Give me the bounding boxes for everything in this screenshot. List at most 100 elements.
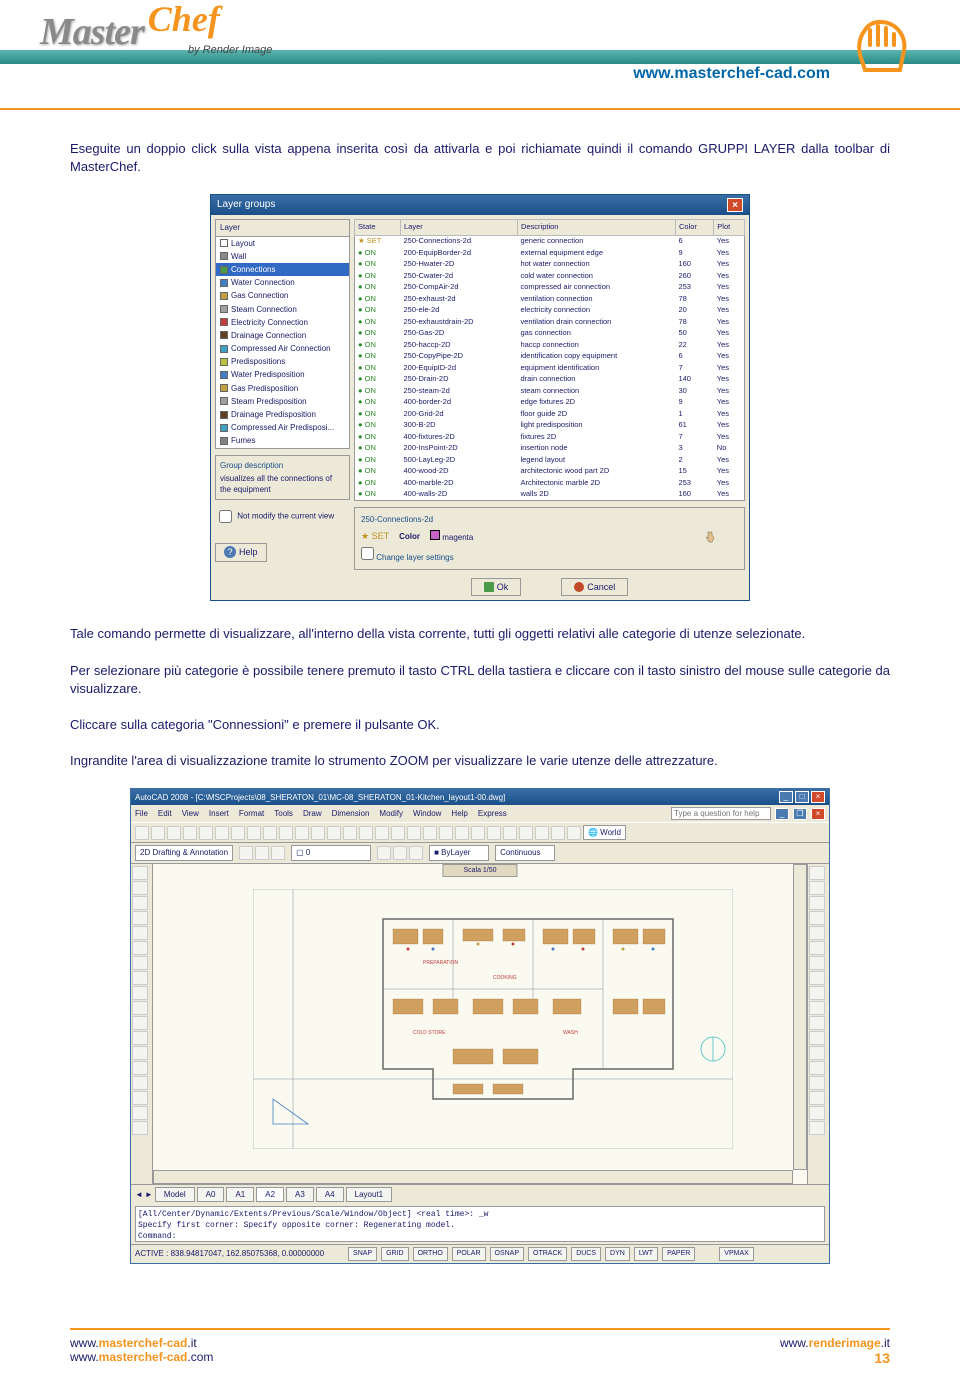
modify-view-checkbox[interactable] [219, 510, 232, 523]
toolbar-icon[interactable] [809, 911, 825, 925]
minimize-icon[interactable]: _ [779, 791, 793, 803]
menu-item[interactable]: Format [239, 808, 264, 819]
toolbar-icon[interactable] [809, 881, 825, 895]
toolbar-icon[interactable] [809, 941, 825, 955]
vertical-scrollbar[interactable] [793, 864, 807, 1170]
menu-item[interactable]: Tools [274, 808, 293, 819]
toolbar-icon[interactable] [503, 826, 517, 840]
toolbar-icon[interactable] [455, 826, 469, 840]
table-header[interactable]: Layer [400, 220, 517, 236]
bylayer-select[interactable]: ■ ByLayer [429, 845, 489, 860]
table-row[interactable]: ● ON200-InsPoint-2Dinsertion node3No [355, 443, 745, 455]
layer-item[interactable]: Layout [216, 237, 349, 250]
status-toggle[interactable]: POLAR [452, 1247, 486, 1261]
maximize-icon[interactable]: □ [795, 791, 809, 803]
menu-item[interactable]: Express [478, 808, 507, 819]
layout-tab[interactable]: A1 [226, 1187, 254, 1202]
toolbar-icon[interactable] [375, 826, 389, 840]
layout-tab[interactable]: Layout1 [346, 1187, 392, 1202]
toolbar-icon[interactable] [343, 826, 357, 840]
toolbar-icon[interactable] [311, 826, 325, 840]
toolbar-icon[interactable] [199, 826, 213, 840]
layer-table[interactable]: StateLayerDescriptionColorPlot ★ SET250-… [354, 219, 745, 501]
autocad-titlebar[interactable]: AutoCAD 2008 - [C:\MSCProjects\08_SHERAT… [131, 789, 829, 805]
status-toggle[interactable]: PAPER [662, 1247, 695, 1261]
layer-item[interactable]: Steam Connection [216, 303, 349, 316]
toolbar-icon[interactable] [809, 926, 825, 940]
toolbar-icon[interactable] [295, 826, 309, 840]
layer-item[interactable]: Compressed Air Connection [216, 342, 349, 355]
toolbar-icon[interactable] [132, 911, 148, 925]
table-row[interactable]: ● ON500-LayLeg-2Dlegend layout2Yes [355, 454, 745, 466]
layout-tab[interactable]: A3 [286, 1187, 314, 1202]
toolbar-icon[interactable] [809, 1106, 825, 1120]
layer-item[interactable]: Steam Predisposition [216, 395, 349, 408]
table-row[interactable]: ★ SET250-Connections-2dgeneric connectio… [355, 235, 745, 247]
layout-tab-model[interactable]: Model [155, 1187, 195, 1202]
toolbar-icon[interactable] [132, 1121, 148, 1135]
toolbar-icon[interactable] [407, 826, 421, 840]
toolbar-icon[interactable] [231, 826, 245, 840]
layer-item[interactable]: Electricity Connection [216, 316, 349, 329]
table-header[interactable]: Color [675, 220, 713, 236]
toolbar-icon[interactable] [215, 826, 229, 840]
layer-item[interactable]: Drainage Predisposition [216, 408, 349, 421]
table-row[interactable]: ● ON400-marble-2DArchitectonic marble 2D… [355, 477, 745, 489]
toolbar-icon[interactable] [393, 846, 407, 860]
toolbar-icon[interactable] [132, 956, 148, 970]
table-header[interactable]: State [355, 220, 401, 236]
workspace-select[interactable]: 2D Drafting & Annotation [135, 845, 233, 860]
drawing-canvas[interactable]: Scala 1/50 [153, 864, 807, 1184]
ok-button[interactable]: Ok [471, 578, 522, 597]
toolbar-icon[interactable] [132, 986, 148, 1000]
layer-item[interactable]: Fumes [216, 434, 349, 447]
layout-tab[interactable]: A0 [197, 1187, 225, 1202]
status-toggle[interactable]: OSNAP [490, 1247, 525, 1261]
menu-item[interactable]: Modify [379, 808, 403, 819]
toolbar-icon[interactable] [132, 1091, 148, 1105]
layer-item[interactable]: Water Predisposition [216, 368, 349, 381]
table-row[interactable]: ● ON250-ele-2delectricity connection20Ye… [355, 305, 745, 317]
layer-item[interactable]: Drainage Connection [216, 329, 349, 342]
toolbar-icon[interactable] [279, 826, 293, 840]
toolbar-icon[interactable] [132, 1076, 148, 1090]
layer-item[interactable]: Predispositions [216, 355, 349, 368]
menu-item[interactable]: Window [413, 808, 441, 819]
toolbar-icon[interactable] [255, 846, 269, 860]
toolbar-icon[interactable] [809, 956, 825, 970]
toolbar-icon[interactable] [132, 866, 148, 880]
menu-item[interactable]: Help [451, 808, 467, 819]
toolbar-icon[interactable] [809, 896, 825, 910]
toolbar-icon[interactable] [809, 866, 825, 880]
toolbar-icon[interactable] [809, 1046, 825, 1060]
table-row[interactable]: ● ON300-B-2Dlight predisposition61Yes [355, 420, 745, 432]
toolbar-icon[interactable] [809, 1121, 825, 1135]
toolbar-icon[interactable] [132, 881, 148, 895]
toolbar-icon[interactable] [809, 1016, 825, 1030]
table-row[interactable]: ● ON250-Gas-2Dgas connection50Yes [355, 328, 745, 340]
layer-item[interactable]: Gas Predisposition [216, 382, 349, 395]
toolbar-icon[interactable] [327, 826, 341, 840]
table-row[interactable]: ● ON400-fixtures-2Dfixtures 2D7Yes [355, 431, 745, 443]
toolbar-icon[interactable] [471, 826, 485, 840]
cancel-button[interactable]: Cancel [561, 578, 628, 597]
status-toggle[interactable]: DYN [605, 1247, 630, 1261]
table-row[interactable]: ● ON200-EquipID-2dequipment identificati… [355, 362, 745, 374]
menu-item[interactable]: Dimension [332, 808, 370, 819]
menu-item[interactable]: View [182, 808, 199, 819]
toolbar-icon[interactable] [409, 846, 423, 860]
table-row[interactable]: ● ON250-haccp-2Dhaccp connection22Yes [355, 339, 745, 351]
layer-select[interactable]: ▢ 0 [291, 845, 371, 860]
help-search-input[interactable] [671, 807, 771, 820]
restore-icon[interactable]: ❐ [793, 808, 807, 820]
toolbar-icon[interactable] [809, 971, 825, 985]
linetype-select[interactable]: Continuous [495, 845, 555, 860]
menu-item[interactable]: Insert [209, 808, 229, 819]
toolbar-icon[interactable] [135, 826, 149, 840]
toolbar-icon[interactable] [551, 826, 565, 840]
toolbar-icon[interactable] [132, 1061, 148, 1075]
command-line[interactable]: [All/Center/Dynamic/Extents/Previous/Sca… [135, 1206, 825, 1242]
table-row[interactable]: ● ON200-Grid-2dfloor guide 2D1Yes [355, 408, 745, 420]
toolbar-icon[interactable] [132, 896, 148, 910]
table-row[interactable]: ● ON250-exhaustdrain-2Dventilation drain… [355, 316, 745, 328]
